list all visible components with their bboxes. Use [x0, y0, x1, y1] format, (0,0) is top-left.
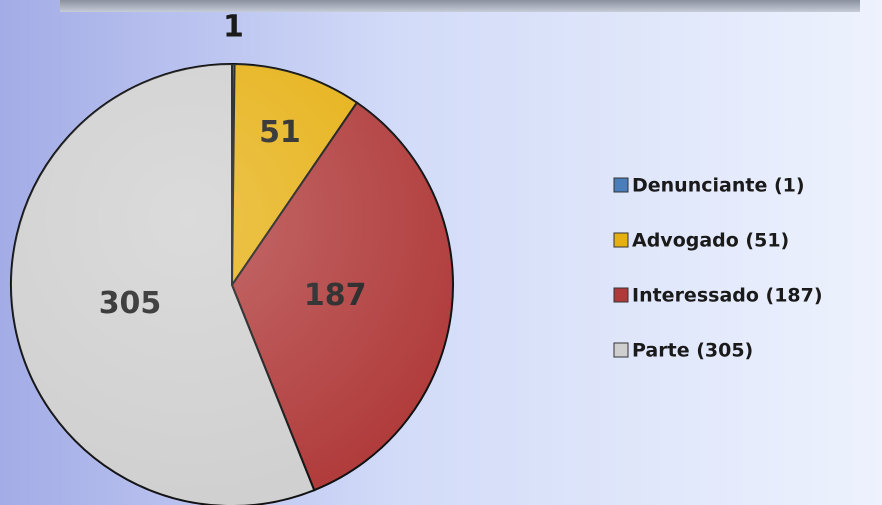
legend-swatch [613, 232, 629, 248]
top-band [60, 0, 860, 12]
data-label: 187 [304, 278, 367, 313]
legend-label: Parte (305) [632, 340, 753, 362]
legend-label: Interessado (187) [632, 285, 823, 307]
data-label: 51 [259, 115, 301, 150]
legend-label: Denunciante (1) [632, 175, 805, 197]
legend-swatch [613, 287, 629, 303]
legend-label: Advogado (51) [632, 230, 789, 252]
data-label: 305 [99, 286, 162, 321]
data-label: 1 [223, 10, 244, 45]
legend-swatch [613, 177, 629, 193]
legend-swatch [613, 342, 629, 358]
